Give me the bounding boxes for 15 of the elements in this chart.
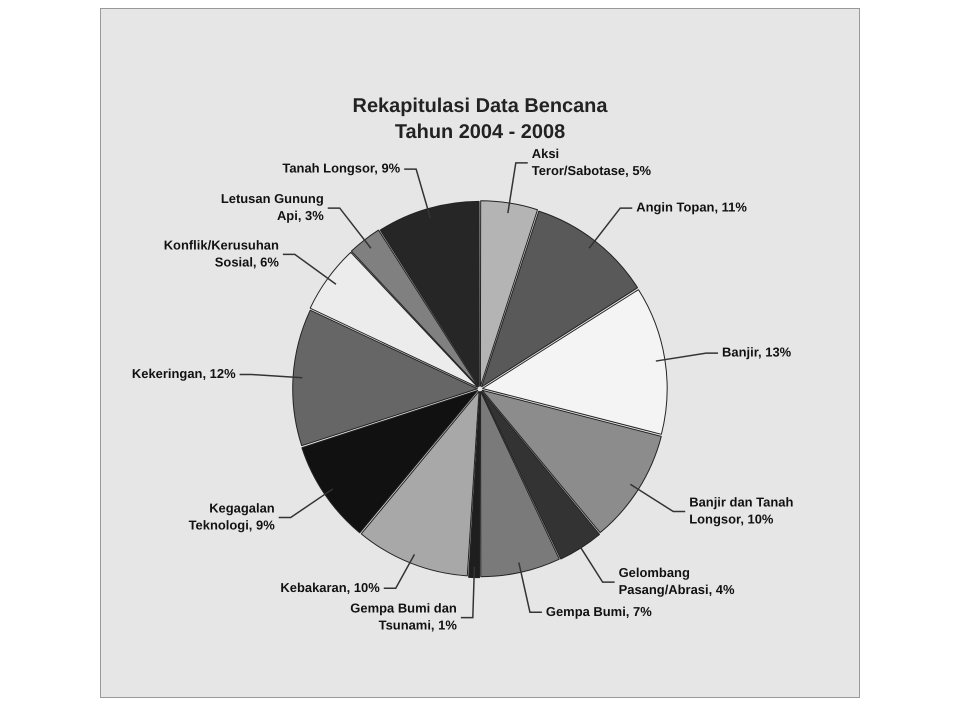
slice-label: Tanah Longsor, 9% bbox=[282, 160, 401, 176]
slice-label: Letusan Gunung Api, 3% bbox=[220, 191, 324, 224]
chart-title: Rekapitulasi Data Bencana bbox=[352, 95, 608, 118]
slice-label: Kegagalan Teknologi, 9% bbox=[188, 500, 276, 533]
slice-label: Gelombang Pasang/Abrasi, 4% bbox=[618, 565, 736, 598]
chart-subtitle: Tahun 2004 - 2008 bbox=[394, 121, 566, 144]
slice-label: Kekeringan, 12% bbox=[132, 366, 236, 382]
slice-label: Aksi Teror/Sabotase, 5% bbox=[532, 146, 652, 178]
slice-label: Gempa Bumi, 7% bbox=[546, 604, 652, 619]
slice-label: Kebakaran, 10% bbox=[280, 580, 380, 595]
slice-label: Banjir, 13% bbox=[722, 344, 792, 360]
slice-label: Angin Topan, 11% bbox=[636, 200, 748, 215]
slice-label: Banjir dan Tanah Longsor, 10% bbox=[689, 494, 794, 527]
slice-label: Konflik/Kerusuhan Sosial, 6% bbox=[164, 237, 280, 270]
slice-label: Gempa Bumi dan Tsunami, 1% bbox=[350, 600, 458, 633]
